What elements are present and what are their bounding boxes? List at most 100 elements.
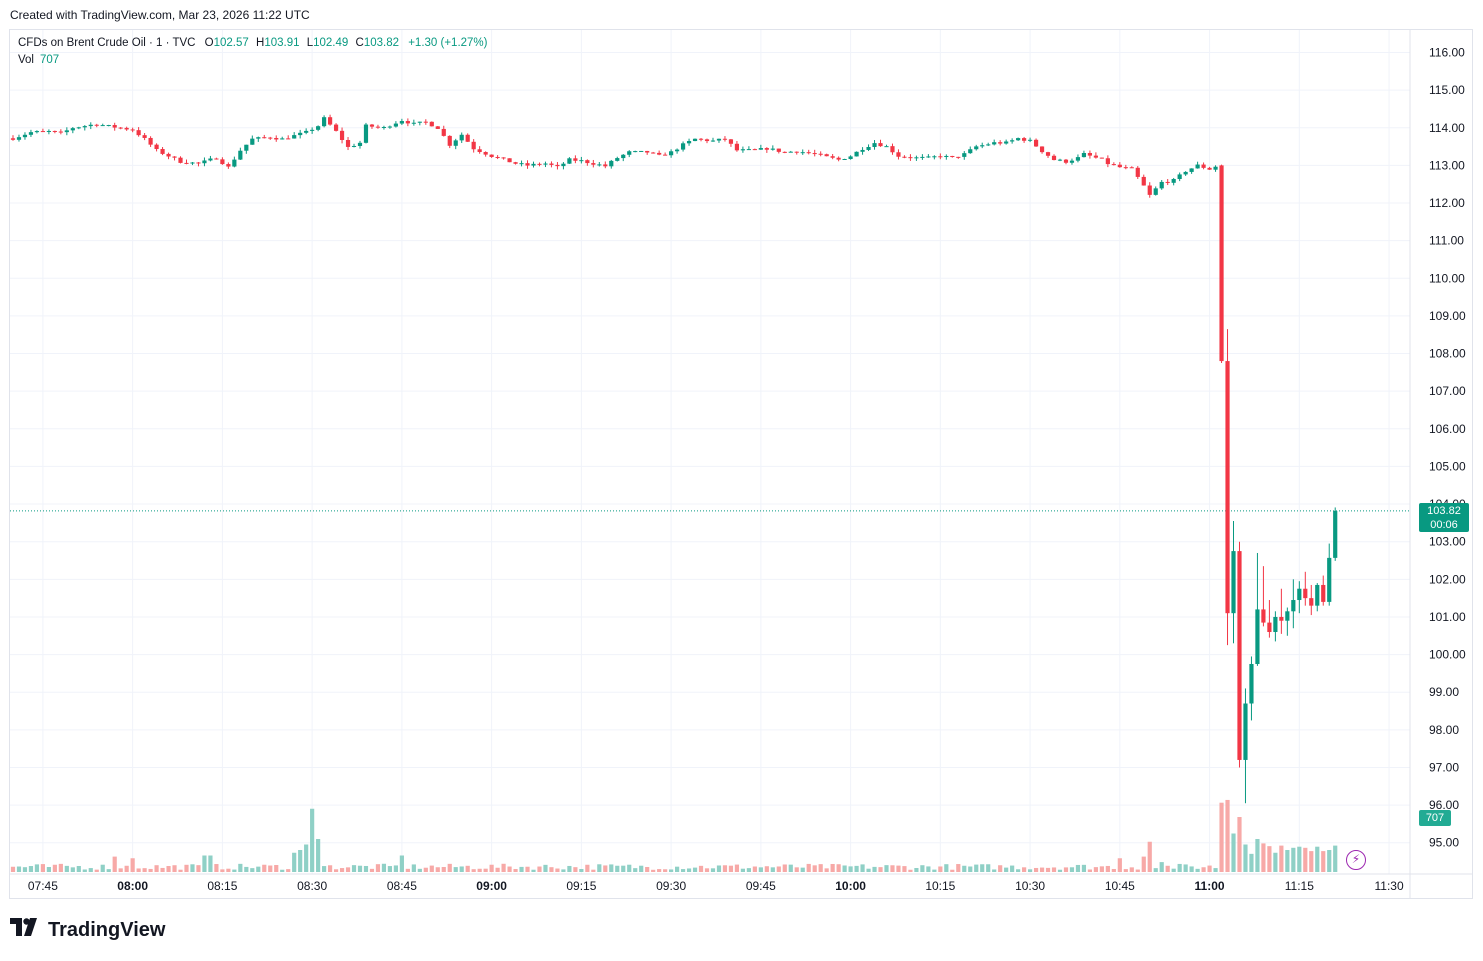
y-tick-label: 103.00 xyxy=(1429,535,1466,549)
candle-body xyxy=(920,156,925,158)
volume-bar xyxy=(106,869,111,872)
candle-body xyxy=(1135,167,1140,177)
candle-body xyxy=(1141,176,1146,186)
volume-bar xyxy=(76,865,81,872)
x-tick-label: 09:15 xyxy=(566,879,596,893)
high-value: 103.91 xyxy=(264,37,300,49)
candle-body xyxy=(1177,174,1182,180)
volume-bar xyxy=(950,869,955,872)
tradingview-logo[interactable]: TradingView xyxy=(10,918,165,942)
volume-bar xyxy=(226,868,231,872)
candle-body xyxy=(1195,164,1200,169)
volume-bar xyxy=(70,867,75,872)
lightning-icon[interactable]: ⚡ xyxy=(1346,850,1366,870)
candle-body xyxy=(794,151,799,153)
candle-body xyxy=(274,138,279,140)
volume-bar xyxy=(220,869,225,872)
candle-body xyxy=(1201,164,1206,168)
volume-bar xyxy=(160,867,165,872)
volume-bar xyxy=(52,864,57,872)
candle-body xyxy=(124,127,129,130)
volume-bar xyxy=(417,868,422,872)
open-label: O xyxy=(204,37,214,49)
candle-body xyxy=(1016,138,1021,141)
candle-body xyxy=(1105,158,1110,165)
volume-bar xyxy=(722,865,728,872)
candle-body xyxy=(1237,551,1242,760)
candle-body xyxy=(88,124,93,127)
volume-bar xyxy=(890,865,895,872)
candle-body xyxy=(405,121,410,124)
volume-bar xyxy=(1087,869,1093,872)
volume-bar xyxy=(1022,867,1027,872)
volume-bar xyxy=(178,869,183,872)
candle-body xyxy=(435,126,440,129)
volume-value: 707 xyxy=(40,54,60,66)
volume-bar xyxy=(1105,865,1110,872)
candle-body xyxy=(1153,188,1158,195)
volume-bar xyxy=(1117,858,1122,872)
candle-body xyxy=(872,143,877,148)
candle-body xyxy=(40,131,45,133)
volume-bar xyxy=(154,865,159,872)
candle-body xyxy=(459,134,464,141)
candle-body xyxy=(106,125,111,127)
volume-bar xyxy=(423,867,428,872)
candle-body xyxy=(525,163,530,166)
chart-caption: Created with TradingView.com, Mar 23, 20… xyxy=(10,8,310,22)
candle-body xyxy=(10,138,16,140)
volume-bar xyxy=(1297,846,1302,872)
candle-body xyxy=(94,124,99,126)
candle-body xyxy=(447,135,452,146)
volume-bar xyxy=(130,858,135,872)
candle-body xyxy=(100,125,105,127)
candle-body xyxy=(268,137,273,139)
x-tick-label: 09:00 xyxy=(476,879,507,893)
volume-bar xyxy=(1129,867,1134,872)
volume-bar xyxy=(1303,847,1308,872)
volume-bar xyxy=(1135,869,1140,872)
volume-label[interactable]: Vol xyxy=(18,54,34,66)
volume-bar xyxy=(734,864,740,872)
volume-bar xyxy=(669,869,674,872)
candle-body xyxy=(710,140,716,142)
candle-body xyxy=(316,126,321,130)
candle-body xyxy=(1273,616,1278,633)
volume-bar xyxy=(1237,817,1242,872)
volume-bar xyxy=(824,868,829,872)
candle-body xyxy=(734,143,740,151)
candle-body xyxy=(363,124,369,143)
volume-bar xyxy=(411,864,416,872)
volume-bar xyxy=(585,864,590,872)
y-tick-label: 112.00 xyxy=(1429,196,1465,210)
volume-bar xyxy=(728,865,734,872)
y-tick-label: 96.00 xyxy=(1429,798,1459,812)
y-tick-label: 95.00 xyxy=(1429,836,1459,850)
volume-bar xyxy=(794,867,799,872)
candle-body xyxy=(501,157,506,159)
volume-bar xyxy=(483,868,488,872)
y-tick-label: 99.00 xyxy=(1429,685,1459,699)
candle-body xyxy=(46,130,51,132)
candle-body xyxy=(561,163,566,167)
candle-body xyxy=(232,159,237,167)
volume-bar xyxy=(1075,864,1081,872)
symbol-title[interactable]: CFDs on Brent Crude Oil · 1 · TVC xyxy=(18,37,196,49)
volume-bar xyxy=(746,868,751,872)
candle-body xyxy=(992,142,997,145)
volume-bar xyxy=(58,863,63,872)
volume-bar xyxy=(848,866,853,872)
volume-bar xyxy=(184,864,189,872)
candle-body xyxy=(1189,168,1194,172)
volume-bar xyxy=(944,864,949,872)
volume-bar xyxy=(22,867,28,872)
volume-bar xyxy=(244,866,249,872)
volume-bar xyxy=(884,865,889,872)
candle-body xyxy=(238,150,243,160)
candle-body xyxy=(1111,164,1116,166)
candle-body xyxy=(1207,167,1212,170)
candle-body xyxy=(1045,152,1051,156)
volume-bar xyxy=(339,868,345,872)
low-value: 102.49 xyxy=(313,37,349,49)
